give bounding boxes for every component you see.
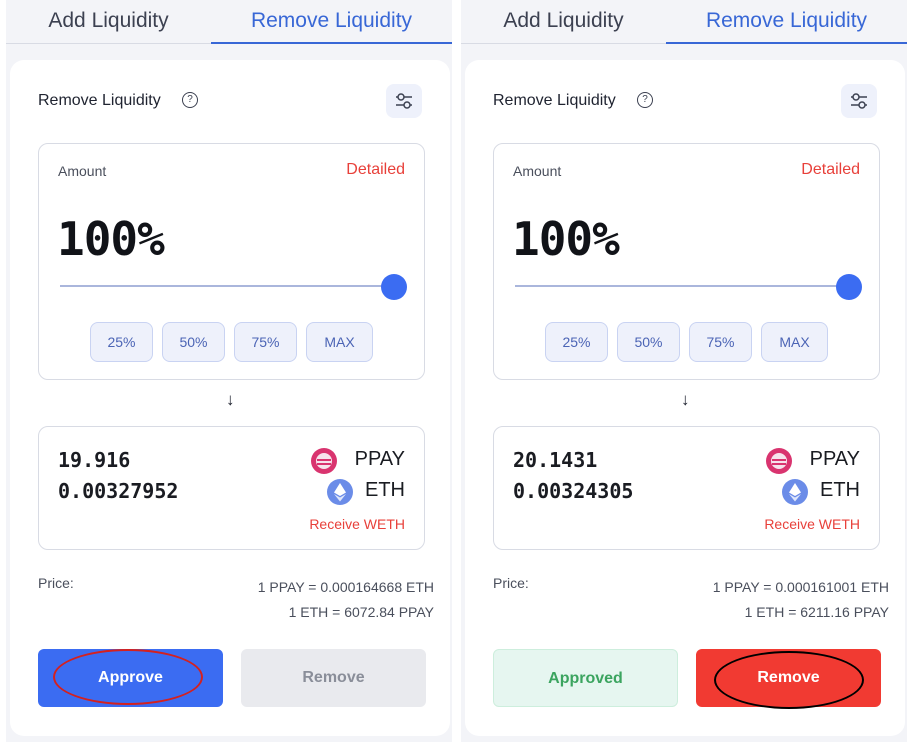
detailed-toggle[interactable]: Detailed (346, 161, 405, 178)
preset-25-button[interactable]: 25% (90, 322, 153, 362)
amount-label: Amount (513, 163, 562, 179)
amount-percent: 100% (512, 212, 620, 266)
price-label: Price: (38, 575, 74, 591)
ppay-amount: 20.1431 (513, 448, 598, 472)
ppay-label: PPAY (354, 448, 405, 470)
amount-slider-thumb[interactable] (381, 274, 407, 300)
receive-weth-link[interactable]: Receive WETH (764, 516, 860, 532)
amount-slider-thumb[interactable] (836, 274, 862, 300)
tab-add-liquidity[interactable]: Add Liquidity (503, 9, 624, 32)
approve-button[interactable]: Approve (38, 649, 223, 707)
ppay-token: PPAY (766, 447, 860, 474)
remove-button[interactable]: Remove (696, 649, 881, 707)
eth-token-icon (782, 479, 808, 505)
eth-label: ETH (820, 479, 860, 501)
preset-50-button[interactable]: 50% (617, 322, 680, 362)
eth-amount: 0.00324305 (513, 479, 634, 503)
ppay-label: PPAY (809, 448, 860, 470)
eth-token: ETH (782, 478, 860, 505)
amount-section: Amount Detailed 100% 25% 50% 75% MAX (38, 143, 425, 380)
question-circle-icon[interactable]: ? (182, 92, 198, 108)
price-label: Price: (493, 575, 529, 591)
ppay-token-icon (766, 448, 792, 474)
arrow-down-icon: ↓ (681, 390, 690, 409)
ppay-amount: 19.916 (58, 448, 131, 472)
receive-section: 20.1431 PPAY 0.00324305 ETH Rec (493, 426, 880, 550)
price-eth-ppay: 1 ETH = 6211.16 PPAY (744, 604, 889, 620)
card-title: Remove Liquidity (38, 92, 161, 109)
preset-max-button[interactable]: MAX (306, 322, 373, 362)
tab-remove-liquidity[interactable]: Remove Liquidity (666, 0, 907, 44)
receive-weth-link[interactable]: Receive WETH (309, 516, 405, 532)
amount-slider-track[interactable] (60, 285, 395, 287)
price-ppay-eth: 1 PPAY = 0.000164668 ETH (257, 579, 434, 595)
arrow-down-icon: ↓ (226, 390, 235, 409)
remove-button[interactable]: Remove (241, 649, 426, 707)
remove-liquidity-panel-remove: Add Liquidity Remove Liquidity Remove Li… (461, 0, 907, 742)
preset-max-button[interactable]: MAX (761, 322, 828, 362)
approved-button[interactable]: Approved (493, 649, 678, 707)
liquidity-tabs: Add Liquidity Remove Liquidity (6, 0, 452, 44)
settings-button[interactable] (841, 84, 877, 118)
liquidity-tabs: Add Liquidity Remove Liquidity (461, 0, 907, 44)
preset-25-button[interactable]: 25% (545, 322, 608, 362)
receive-section: 19.916 PPAY 0.00327952 ETH Rece (38, 426, 425, 550)
question-circle-icon[interactable]: ? (637, 92, 653, 108)
price-ppay-eth: 1 PPAY = 0.000161001 ETH (712, 579, 889, 595)
ppay-token: PPAY (311, 447, 405, 474)
remove-liquidity-card: Remove Liquidity ? Amount Detailed 100% … (10, 60, 450, 736)
preset-75-button[interactable]: 75% (689, 322, 752, 362)
card-title: Remove Liquidity (493, 92, 616, 109)
sliders-icon (396, 93, 412, 109)
eth-token-icon (327, 479, 353, 505)
remove-liquidity-card: Remove Liquidity ? Amount Detailed 100% … (465, 60, 905, 736)
amount-slider-track[interactable] (515, 285, 850, 287)
settings-button[interactable] (386, 84, 422, 118)
ppay-token-icon (311, 448, 337, 474)
amount-percent: 100% (57, 212, 165, 266)
remove-liquidity-panel-approve: Add Liquidity Remove Liquidity Remove Li… (6, 0, 452, 742)
tab-add-liquidity[interactable]: Add Liquidity (48, 9, 169, 32)
preset-50-button[interactable]: 50% (162, 322, 225, 362)
detailed-toggle[interactable]: Detailed (801, 161, 860, 178)
preset-75-button[interactable]: 75% (234, 322, 297, 362)
eth-amount: 0.00327952 (58, 479, 179, 503)
tab-remove-liquidity[interactable]: Remove Liquidity (211, 0, 452, 44)
amount-label: Amount (58, 163, 107, 179)
amount-section: Amount Detailed 100% 25% 50% 75% MAX (493, 143, 880, 380)
price-eth-ppay: 1 ETH = 6072.84 PPAY (288, 604, 434, 620)
sliders-icon (851, 93, 867, 109)
eth-label: ETH (365, 479, 405, 501)
eth-token: ETH (327, 478, 405, 505)
